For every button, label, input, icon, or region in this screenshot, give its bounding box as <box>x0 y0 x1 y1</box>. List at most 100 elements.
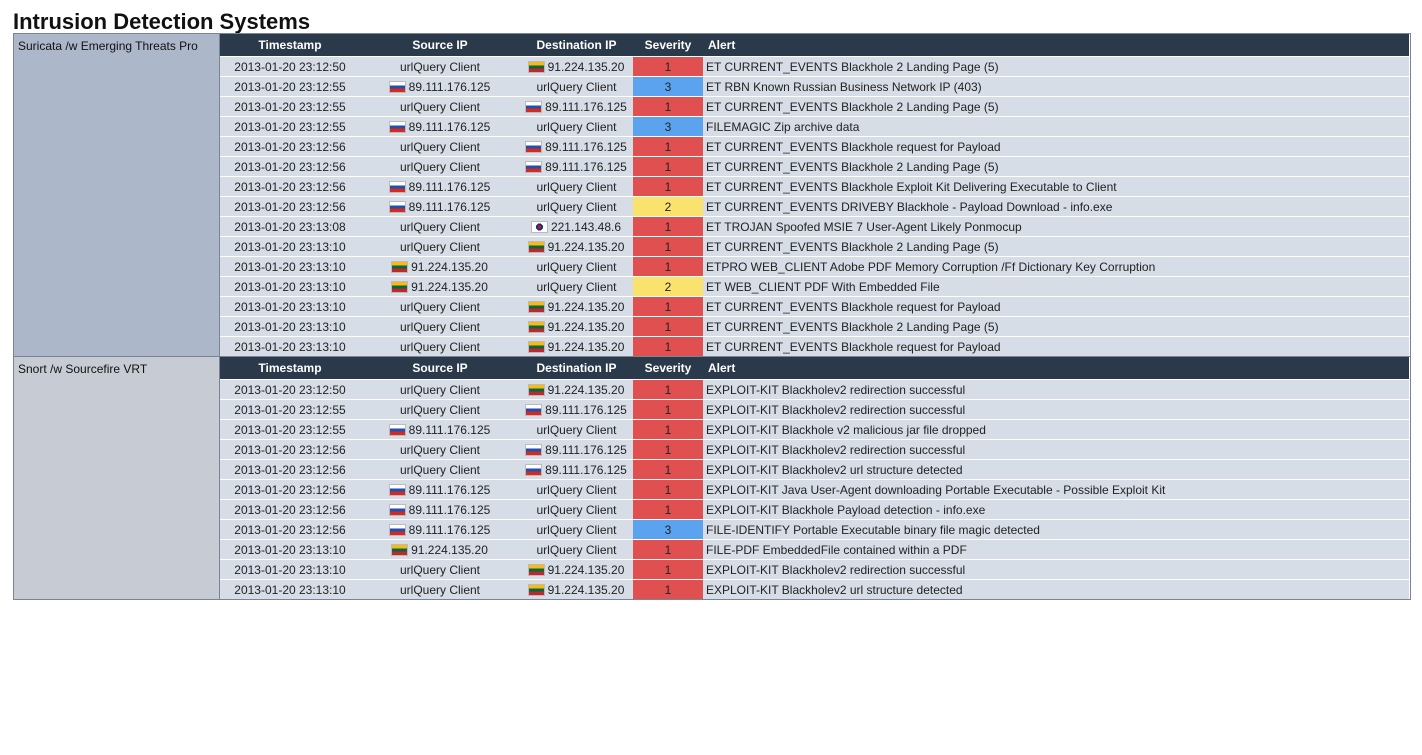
header-row: Timestamp Source IP Destination IP Severity… <box>220 34 1409 57</box>
ip-address: 89.111.176.125 <box>408 502 491 517</box>
column-header: Timestamp <box>220 34 360 57</box>
timestamp: 2013-01-20 23:12:50 <box>220 379 360 400</box>
host: urlQuery Client <box>520 419 633 440</box>
alert: ET CURRENT_EVENTS Blackhole request for … <box>703 296 1409 317</box>
timestamp: 2013-01-20 23:13:10 <box>220 559 360 580</box>
timestamp: 2013-01-20 23:12:56 <box>220 519 360 540</box>
engine-name: Suricata /w Emerging Threats Pro <box>14 34 220 356</box>
ip-address: 91.224.135.20 <box>411 542 488 557</box>
engine-name: Snort /w Sourcefire VRT <box>14 357 220 599</box>
host: urlQuery Client <box>360 579 520 599</box>
column-header: Alert <box>703 357 1409 380</box>
host: urlQuery Client <box>360 136 520 157</box>
severity: 1 <box>633 176 703 197</box>
timestamp: 2013-01-20 23:13:10 <box>220 539 360 560</box>
alert: ET WEB_CLIENT PDF With Embedded File <box>703 276 1409 297</box>
alert-row: 2013-01-20 23:12:50 urlQuery Client 91.224… <box>220 56 1409 77</box>
timestamp: 2013-01-20 23:12:56 <box>220 156 360 177</box>
ip-cell: 89.111.176.125 <box>360 116 520 137</box>
host: urlQuery Client <box>360 296 520 317</box>
ip-address: 89.111.176.125 <box>545 402 627 417</box>
alert-row: 2013-01-20 23:13:10 91.224.135.20 urlQuery… <box>220 276 1409 297</box>
ids-section: Snort /w Sourcefire VRT Timestamp Source I… <box>14 356 1410 599</box>
severity: 1 <box>633 379 703 400</box>
alert-row: 2013-01-20 23:13:10 urlQuery Client 91.224… <box>220 296 1409 317</box>
flag <box>389 504 405 515</box>
ip-address: 89.111.176.125 <box>408 522 491 537</box>
severity: 3 <box>633 519 703 540</box>
ip-address: 91.224.135.20 <box>547 382 625 397</box>
column-header: Timestamp <box>220 357 360 380</box>
severity: 1 <box>633 236 703 257</box>
alert: EXPLOIT-KIT Blackholev2 redirection succ… <box>703 559 1409 580</box>
alert-row: 2013-01-20 23:13:10 urlQuery Client 91.224… <box>220 236 1409 257</box>
alert: ET CURRENT_EVENTS DRIVEBY Blackhole - Pa… <box>703 196 1409 217</box>
alert: ET CURRENT_EVENTS Blackhole 2 Landing Pa… <box>703 156 1409 177</box>
alert-row: 2013-01-20 23:12:55 89.111.176.125 urlQuer… <box>220 116 1409 137</box>
host: urlQuery Client <box>360 336 520 356</box>
ip-address: 89.111.176.125 <box>545 139 627 154</box>
alert: EXPLOIT-KIT Blackholev2 redirection succ… <box>703 379 1409 400</box>
ip-address: 89.111.176.125 <box>408 482 491 497</box>
ip-cell: 89.111.176.125 <box>360 419 520 440</box>
alert-row: 2013-01-20 23:12:55 urlQuery Client 89.111… <box>220 399 1409 420</box>
timestamp: 2013-01-20 23:13:10 <box>220 256 360 277</box>
flag <box>389 424 405 435</box>
alert-row: 2013-01-20 23:12:56 89.111.176.125 urlQuer… <box>220 196 1409 217</box>
ip-cell: 89.111.176.125 <box>360 519 520 540</box>
ip-cell: 89.111.176.125 <box>360 196 520 217</box>
host: urlQuery Client <box>360 56 520 77</box>
alert-row: 2013-01-20 23:12:56 urlQuery Client 89.111… <box>220 439 1409 460</box>
ip-cell: 89.111.176.125 <box>520 96 633 117</box>
flag <box>389 484 405 495</box>
severity: 1 <box>633 216 703 237</box>
timestamp: 2013-01-20 23:12:55 <box>220 76 360 97</box>
severity: 1 <box>633 479 703 500</box>
timestamp: 2013-01-20 23:13:10 <box>220 296 360 317</box>
column-header: Source IP <box>360 357 520 380</box>
alert-row: 2013-01-20 23:12:56 urlQuery Client 89.111… <box>220 156 1409 177</box>
timestamp: 2013-01-20 23:12:56 <box>220 196 360 217</box>
host: urlQuery Client <box>360 379 520 400</box>
ip-cell: 91.224.135.20 <box>520 579 633 599</box>
severity: 1 <box>633 419 703 440</box>
host: urlQuery Client <box>520 276 633 297</box>
host: urlQuery Client <box>360 399 520 420</box>
timestamp: 2013-01-20 23:12:56 <box>220 136 360 157</box>
ip-cell: 221.143.48.6 <box>520 216 633 237</box>
ip-address: 91.224.135.20 <box>547 339 625 354</box>
alert-row: 2013-01-20 23:13:10 urlQuery Client 91.224… <box>220 336 1409 356</box>
flag <box>531 221 547 232</box>
flag <box>528 564 544 575</box>
flag <box>389 81 405 92</box>
alert-row: 2013-01-20 23:12:50 urlQuery Client 91.224… <box>220 379 1409 400</box>
ip-cell: 91.224.135.20 <box>520 296 633 317</box>
ip-address: 89.111.176.125 <box>545 462 627 477</box>
alert: FILEMAGIC Zip archive data <box>703 116 1409 137</box>
host: urlQuery Client <box>520 539 633 560</box>
alerts-table: Timestamp Source IP Destination IP Severity… <box>220 34 1409 356</box>
alert-row: 2013-01-20 23:13:10 91.224.135.20 urlQuery… <box>220 256 1409 277</box>
flag <box>528 341 544 352</box>
alert: ET TROJAN Spoofed MSIE 7 User-Agent Like… <box>703 216 1409 237</box>
flag <box>526 161 542 172</box>
flag <box>526 101 542 112</box>
ip-cell: 89.111.176.125 <box>360 176 520 197</box>
alert: ET CURRENT_EVENTS Blackhole request for … <box>703 336 1409 356</box>
ip-address: 89.111.176.125 <box>408 422 491 437</box>
ip-cell: 91.224.135.20 <box>360 276 520 297</box>
ip-cell: 89.111.176.125 <box>520 439 633 460</box>
flag <box>526 444 542 455</box>
ip-address: 91.224.135.20 <box>547 319 625 334</box>
column-header: Alert <box>703 34 1409 57</box>
flag <box>389 201 405 212</box>
severity: 1 <box>633 96 703 117</box>
severity: 1 <box>633 336 703 356</box>
ip-address: 91.224.135.20 <box>547 239 625 254</box>
severity: 2 <box>633 276 703 297</box>
ip-address: 91.224.135.20 <box>547 562 625 577</box>
ip-address: 89.111.176.125 <box>408 79 491 94</box>
host: urlQuery Client <box>520 499 633 520</box>
timestamp: 2013-01-20 23:12:55 <box>220 96 360 117</box>
